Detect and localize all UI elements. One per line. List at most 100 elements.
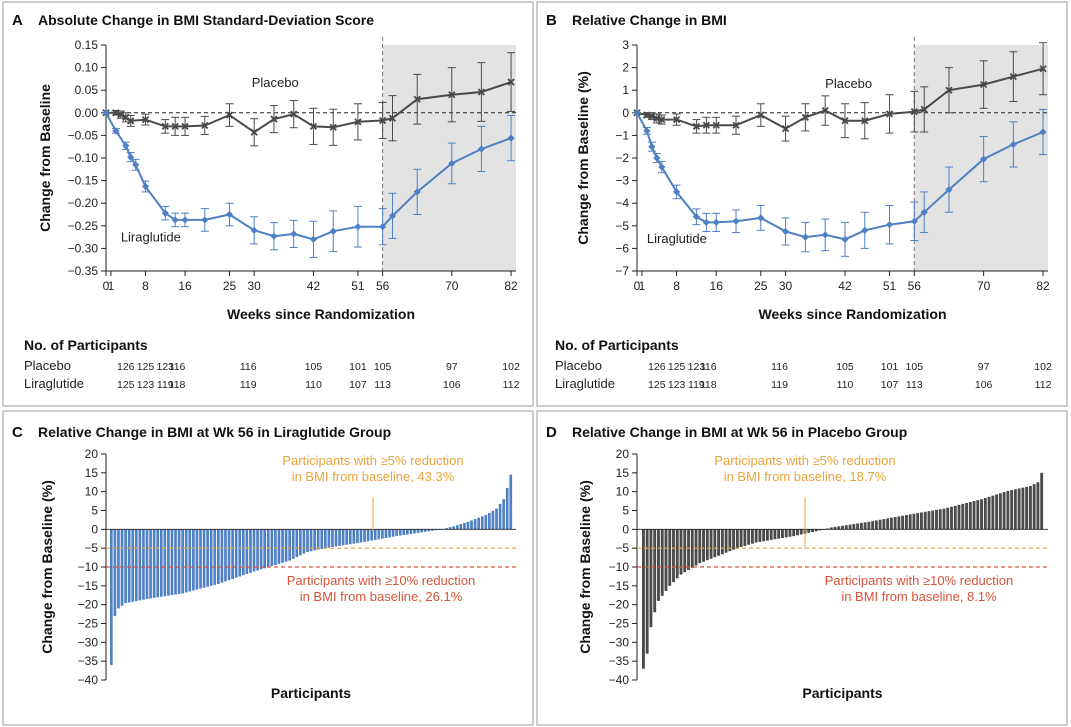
panel-c-x-axis-label: Participants bbox=[271, 685, 351, 701]
panel-c-y-tick-label: 0 bbox=[91, 522, 98, 536]
panel-c-participant-bar bbox=[170, 529, 174, 596]
panel-d-participant-bar bbox=[709, 529, 713, 559]
panel-d-participant-bar bbox=[818, 529, 822, 531]
panel-b-x-tick-label: 0 bbox=[634, 279, 641, 293]
panel-d-participant-bar bbox=[1002, 492, 1006, 530]
panel-a-x-axis-label: Weeks since Randomization bbox=[227, 306, 415, 322]
panel-b-liraglutide-point bbox=[633, 109, 641, 117]
panel-d-participant-bar bbox=[1036, 482, 1040, 530]
panel-d-participant-bar bbox=[893, 517, 897, 530]
panel-d-participant-bar bbox=[957, 504, 961, 530]
panel-a-participants-count: 101 bbox=[349, 361, 367, 373]
panel-a-participants-count: 119 bbox=[240, 379, 257, 391]
panel-c-participant-bar bbox=[348, 529, 352, 545]
panel-b-liraglutide-point bbox=[861, 226, 869, 234]
panel-c-participant-bar bbox=[448, 527, 452, 530]
panel-c-participant-bar bbox=[256, 529, 259, 571]
panel-d-participant-bar bbox=[908, 514, 912, 530]
panel-a-placebo-point bbox=[477, 88, 486, 96]
panel-b-participants-count: 123 bbox=[668, 379, 686, 391]
panel-c-participant-bar bbox=[484, 515, 488, 530]
panel-d-participant-bar bbox=[645, 529, 649, 654]
panel-d-participant-bar bbox=[852, 524, 856, 530]
panel-c-participant-bar bbox=[113, 529, 117, 616]
panel-b-x-tick-label: 25 bbox=[754, 279, 768, 293]
panel-c-participant-bar bbox=[420, 529, 423, 533]
panel-c-reference-label: in BMI from baseline, 26.1% bbox=[300, 589, 463, 604]
panel-b-placebo-point bbox=[861, 117, 869, 125]
panel-a-participants-count: 105 bbox=[374, 361, 392, 373]
panel-d-participant-bar bbox=[799, 529, 803, 535]
panel-b-extension-shade bbox=[914, 45, 1048, 271]
panel-b-liraglutide-point bbox=[841, 235, 849, 243]
panel-b-liraglutide-point bbox=[712, 218, 720, 227]
panel-a-x-tick-label: 16 bbox=[178, 279, 192, 293]
panel-c-participant-bar bbox=[167, 529, 170, 596]
panel-d-participant-bar bbox=[649, 529, 653, 628]
panel-d-y-axis-label: Change from Baseline (%) bbox=[577, 480, 593, 653]
panel-c-participant-bar bbox=[498, 503, 502, 530]
panel-c-y-tick-label: −5 bbox=[84, 541, 98, 555]
panel-a-liraglutide-point bbox=[132, 161, 140, 169]
panel-d-participant-bar bbox=[837, 526, 841, 530]
panel-d-participant-bar bbox=[904, 515, 908, 530]
panel-c-participant-bar bbox=[334, 529, 338, 547]
panel-c-participant-bar bbox=[416, 529, 420, 533]
panel-b-placebo-point bbox=[692, 122, 701, 130]
panel-c-reference-label: Participants with ≥5% reduction bbox=[282, 453, 463, 468]
panel-b-placebo-point bbox=[658, 115, 666, 124]
panel-b-participants-group: Liraglutide bbox=[555, 376, 615, 391]
panel-d-participant-bar bbox=[897, 516, 901, 530]
panel-b-placebo-point bbox=[801, 113, 809, 121]
panel-c-title: Relative Change in BMI at Wk 56 in Lirag… bbox=[38, 424, 391, 440]
panel-c-participant-bar bbox=[452, 526, 456, 530]
panel-c-participant-bar bbox=[270, 529, 274, 567]
panel-b-liraglutide-point bbox=[692, 213, 701, 221]
panel-b-liraglutide-point bbox=[757, 214, 765, 222]
panel-a-liraglutide-point bbox=[225, 210, 234, 219]
panel-c-participant-bar bbox=[181, 529, 184, 594]
panel-b-y-tick-label: −3 bbox=[615, 174, 629, 188]
panel-a-x-tick-label: 0 bbox=[103, 279, 110, 293]
panel-c-participant-bar bbox=[341, 529, 345, 546]
panel-c-chart: 20 15 10 5 0 −5 −10 −15 −20 −25 −30 −35 −40 Participa… bbox=[39, 447, 516, 701]
panel-d-participant-bar bbox=[886, 518, 890, 530]
panel-b-participants-count: 102 bbox=[1034, 361, 1052, 373]
panel-b-y-tick-label: 3 bbox=[622, 38, 629, 52]
panel-d-participant-bar bbox=[777, 529, 781, 539]
panel-c-reference-label: in BMI from baseline, 43.3% bbox=[292, 469, 455, 484]
panel-b-frame bbox=[536, 1, 1068, 407]
panel-b-x-tick-label: 70 bbox=[977, 279, 991, 293]
panel-c-participant-bar bbox=[288, 529, 291, 561]
panel-d-y-tick-label: 10 bbox=[616, 485, 630, 499]
panel-b-placebo-point bbox=[821, 106, 829, 115]
panel-a-placebo-point bbox=[378, 116, 387, 125]
panel-c-participant-bar bbox=[381, 529, 384, 539]
panel-d-participant-bar bbox=[916, 513, 920, 530]
panel-b-liraglutide-point bbox=[910, 217, 918, 225]
panel-d-participant-bar bbox=[920, 512, 923, 530]
panel-d-participant-bar bbox=[1040, 472, 1044, 530]
panel-c-participant-bar bbox=[455, 525, 459, 530]
panel-d-participant-bar bbox=[664, 529, 668, 591]
panel-c-participant-bar bbox=[323, 529, 327, 549]
panel-d-participant-bar bbox=[750, 529, 754, 544]
panel-b-placebo-point bbox=[702, 121, 710, 129]
panel-c-participant-bar bbox=[370, 529, 374, 541]
panel-a-liraglutide-point bbox=[201, 216, 209, 224]
panel-b-participants-count: 123 bbox=[688, 361, 706, 373]
panel-a-participants-count: 110 bbox=[305, 379, 322, 391]
panel-a-liraglutide-point bbox=[250, 226, 258, 234]
panel-a-liraglutide-point bbox=[181, 216, 189, 224]
panel-d-participant-bar bbox=[735, 529, 739, 549]
panel-c-participant-bar bbox=[327, 529, 331, 548]
panel-c-participant-bar bbox=[480, 516, 484, 530]
panel-b-participants-count: 126 bbox=[648, 361, 666, 373]
panel-c-participant-bar bbox=[202, 529, 206, 588]
panel-d-participant-bar bbox=[927, 511, 931, 530]
panel-a-liraglutide-point bbox=[290, 230, 298, 238]
panel-d-reference-label: in BMI from baseline, 8.1% bbox=[841, 589, 997, 604]
panel-b-liraglutide-point bbox=[821, 231, 829, 239]
panel-a-x-tick-label: 25 bbox=[223, 279, 237, 293]
panel-d-participant-bar bbox=[792, 529, 796, 537]
